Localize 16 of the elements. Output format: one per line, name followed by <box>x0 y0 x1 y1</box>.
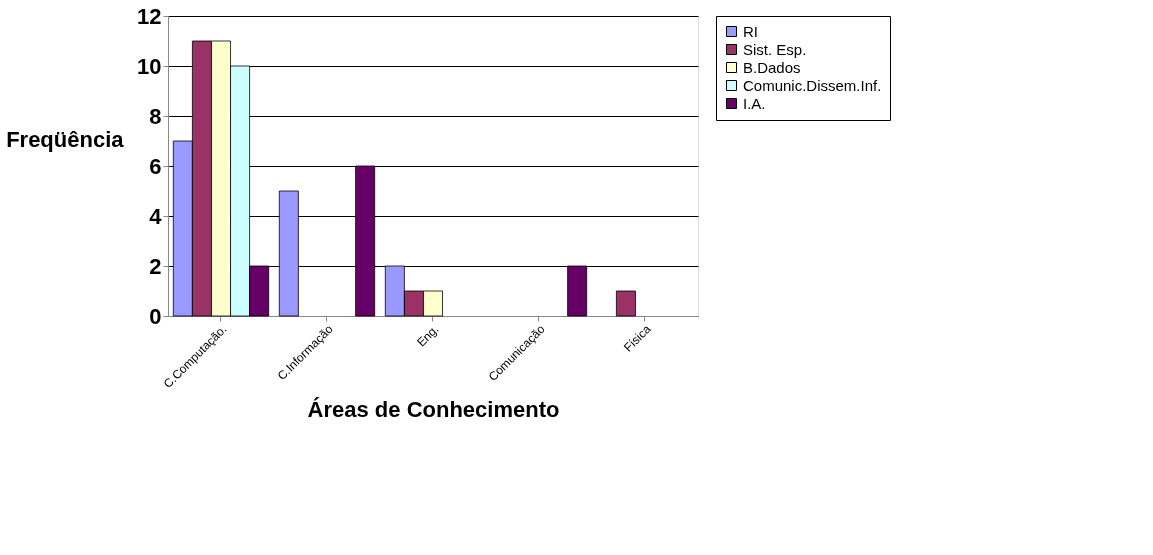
y-tick-label: 8 <box>149 103 162 129</box>
y-tick-label: 12 <box>137 3 162 29</box>
y-tick-label: 4 <box>149 203 163 229</box>
legend-label: I.A. <box>743 94 766 112</box>
y-tick-label: 10 <box>137 53 162 79</box>
legend-label: B.Dados <box>743 58 801 76</box>
x-axis-title: Áreas de Conhecimento <box>307 397 560 423</box>
y-tick-label: 6 <box>149 153 162 179</box>
legend-label: Sist. Esp. <box>743 40 807 58</box>
y-tick-label: 2 <box>149 253 162 279</box>
legend-label: Comunic.Dissem.Inf. <box>743 76 882 94</box>
bar <box>615 290 636 317</box>
x-tick-label: Eng. <box>414 322 442 350</box>
legend-label: RI <box>743 22 758 40</box>
y-axis-title: Freqüência <box>6 126 125 152</box>
y-tick-label: 0 <box>149 303 162 329</box>
